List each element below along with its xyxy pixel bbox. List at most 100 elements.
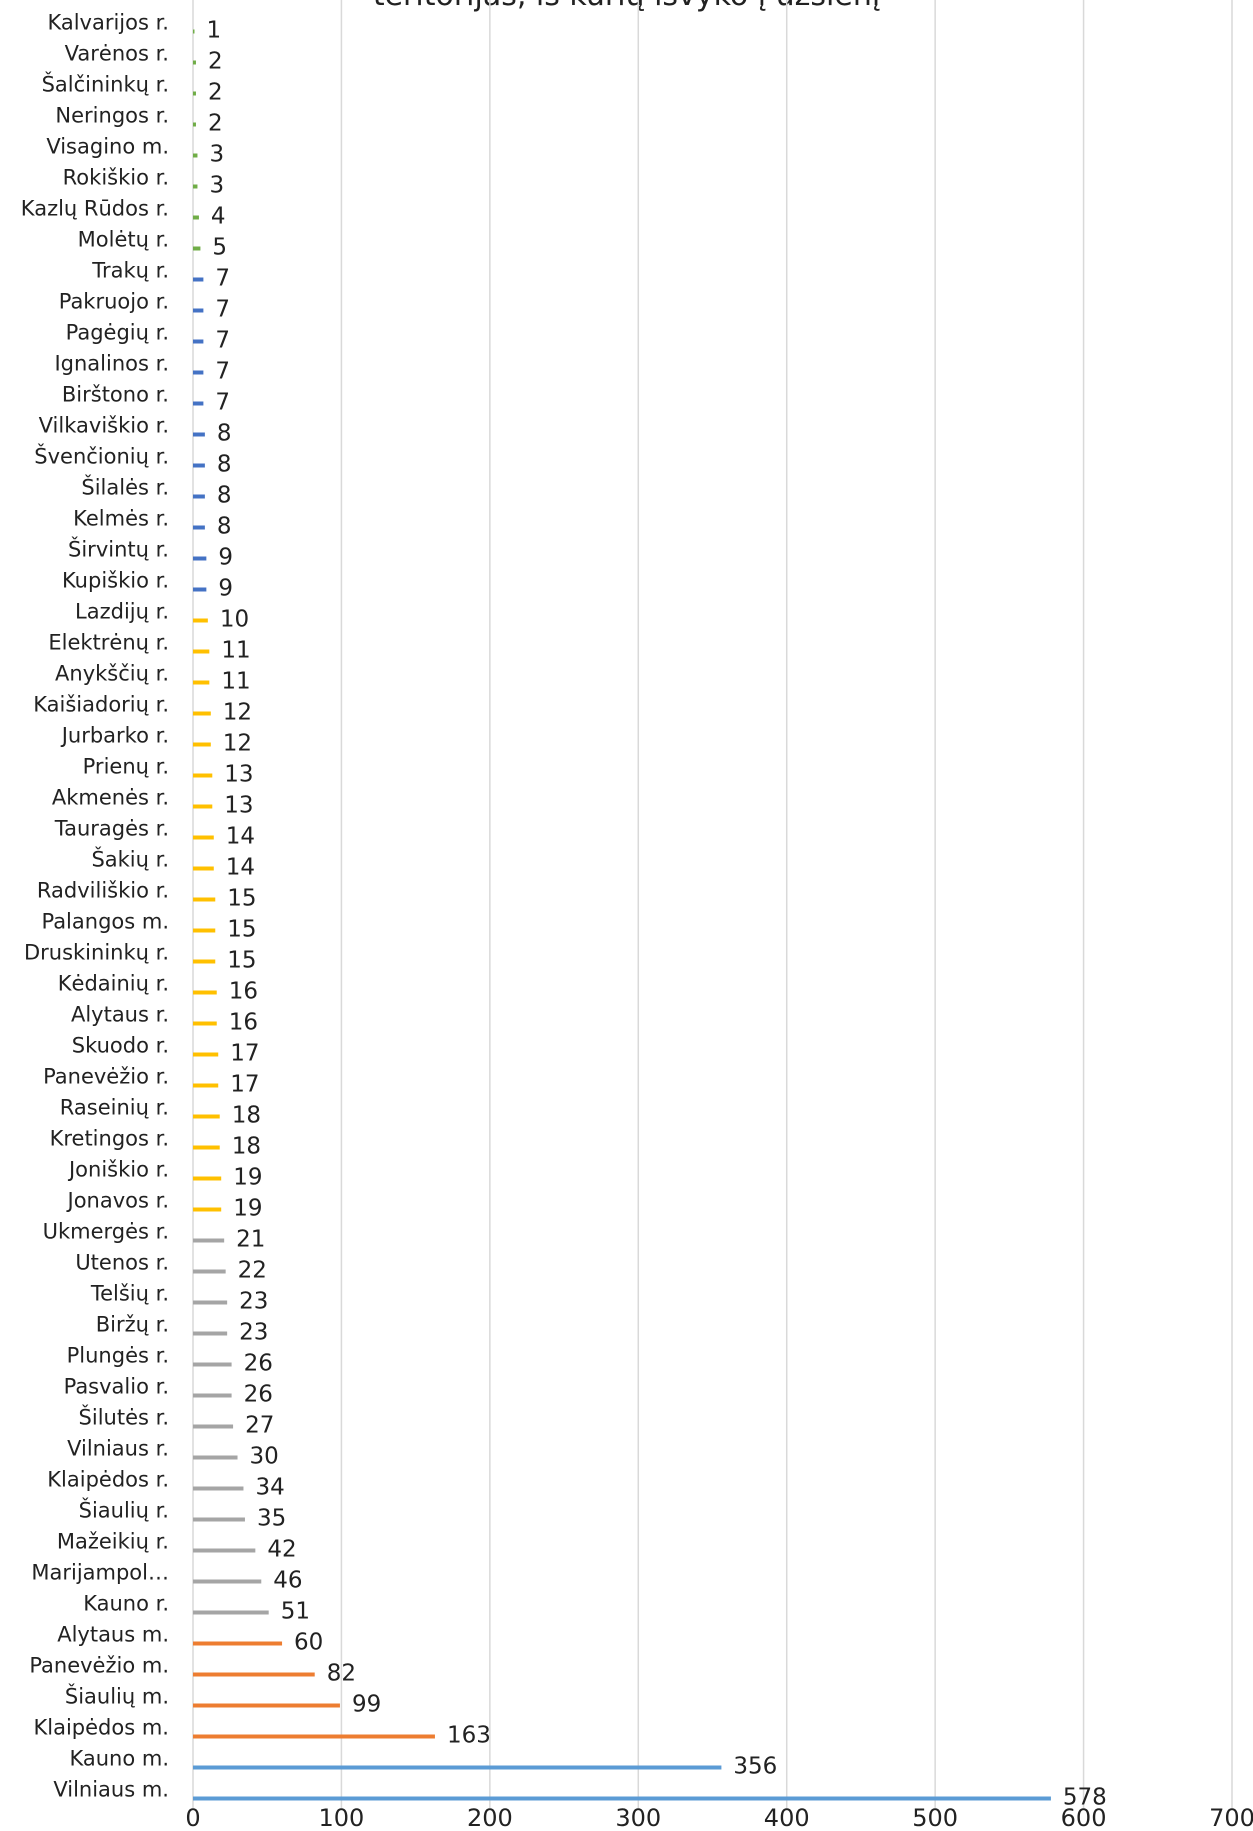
data-label: 356 (733, 1754, 777, 1780)
category-label: Kauno r. (83, 1592, 169, 1616)
bar (193, 1114, 220, 1119)
data-label: 51 (281, 1599, 310, 1625)
bar (193, 897, 216, 902)
x-tick-label: 700 (1209, 1804, 1253, 1831)
category-label: Palangos m. (41, 910, 169, 934)
category-label: Klaipėdos r. (47, 1468, 169, 1492)
bar (193, 1610, 269, 1615)
bar (193, 1455, 238, 1460)
bar (193, 804, 213, 809)
bar (193, 1238, 225, 1243)
category-label: Šilalės r. (81, 475, 169, 500)
data-label: 99 (352, 1692, 381, 1718)
category-label: Tauragės r. (54, 817, 169, 841)
category-label: Kaišiadorių r. (33, 693, 169, 717)
data-label: 26 (244, 1382, 273, 1408)
bar (193, 1517, 245, 1522)
category-label: Šilutės r. (79, 1405, 169, 1430)
data-label: 2 (208, 49, 223, 75)
data-label: 15 (227, 917, 256, 943)
bar (193, 184, 198, 189)
data-label: 11 (221, 669, 250, 695)
data-label: 26 (244, 1351, 273, 1377)
data-label: 18 (232, 1103, 261, 1129)
category-label: Kupiškio r. (62, 569, 169, 593)
data-label: 17 (230, 1041, 259, 1067)
category-label: Ukmergės r. (43, 1220, 169, 1244)
bar (193, 277, 204, 282)
bar (193, 525, 205, 530)
data-label: 22 (238, 1258, 267, 1284)
category-label: Rokiškio r. (63, 166, 169, 190)
bar (193, 556, 207, 561)
category-label: Ignalinos r. (54, 352, 169, 376)
data-label: 18 (232, 1134, 261, 1160)
category-label: Joniškio r. (67, 1158, 169, 1182)
data-label: 3 (209, 142, 224, 168)
category-label: Jurbarko r. (60, 724, 169, 748)
bar (193, 1548, 256, 1553)
data-label: 578 (1063, 1785, 1107, 1811)
bar (193, 1331, 228, 1336)
category-label: Visagino m. (46, 135, 169, 159)
bar (193, 1021, 217, 1026)
category-label: Vilniaus r. (67, 1437, 169, 1461)
category-label: Alytaus r. (71, 1003, 169, 1027)
data-label: 1 (206, 18, 221, 44)
x-tick-label: 500 (912, 1804, 958, 1831)
data-label: 15 (227, 948, 256, 974)
data-label: 60 (294, 1630, 323, 1656)
bar (193, 866, 214, 871)
bar (193, 339, 204, 344)
category-label: Anykščių r. (55, 662, 169, 686)
data-label: 163 (447, 1723, 491, 1749)
bar (193, 1765, 722, 1770)
data-label: 16 (229, 1010, 258, 1036)
bar (193, 1145, 220, 1150)
bar (193, 122, 196, 127)
category-label: Elektrėnų r. (48, 631, 169, 655)
category-label: Kelmės r. (73, 507, 169, 531)
bar (193, 1424, 234, 1429)
category-label: Vilkaviškio r. (39, 414, 169, 438)
category-label: Švenčionių r. (34, 444, 169, 469)
data-label: 9 (218, 545, 233, 571)
category-label: Telšių r. (90, 1282, 169, 1306)
x-tick-label: 100 (319, 1804, 365, 1831)
bar (193, 1176, 222, 1181)
data-label: 13 (224, 762, 253, 788)
bar (193, 1641, 283, 1646)
data-label: 23 (239, 1320, 268, 1346)
bar (193, 1703, 340, 1708)
bar (193, 1269, 226, 1274)
data-label: 21 (236, 1227, 265, 1253)
bar (193, 1300, 228, 1305)
bar (193, 773, 213, 778)
bar (193, 1734, 435, 1739)
x-tick-label: 0 (185, 1804, 200, 1831)
data-label: 23 (239, 1289, 268, 1315)
bar (193, 1672, 315, 1677)
category-label: Šiaulių m. (65, 1684, 169, 1709)
category-label: Plungės r. (67, 1344, 169, 1368)
chart-title: teritorijas, iš kurių išvyko į užsienį (0, 0, 1253, 13)
category-label: Kėdainių r. (58, 972, 169, 996)
bar (193, 1362, 232, 1367)
category-label: Utenos r. (75, 1251, 169, 1275)
category-label: Marijampol… (31, 1561, 169, 1585)
category-label: Klaipėdos m. (34, 1716, 170, 1740)
category-label: Prienų r. (83, 755, 169, 779)
category-label: Molėtų r. (78, 228, 169, 252)
category-label: Pasvalio r. (64, 1375, 169, 1399)
bar (193, 587, 207, 592)
category-label: Mažeikių r. (57, 1530, 169, 1554)
data-label: 2 (208, 80, 223, 106)
x-tick-label: 600 (1061, 1804, 1107, 1831)
data-label: 7 (215, 328, 230, 354)
data-label: 5 (212, 235, 227, 261)
data-label: 8 (217, 452, 232, 478)
data-label: 7 (215, 297, 230, 323)
data-label: 17 (230, 1072, 259, 1098)
bar (193, 463, 205, 468)
bar (193, 308, 204, 313)
